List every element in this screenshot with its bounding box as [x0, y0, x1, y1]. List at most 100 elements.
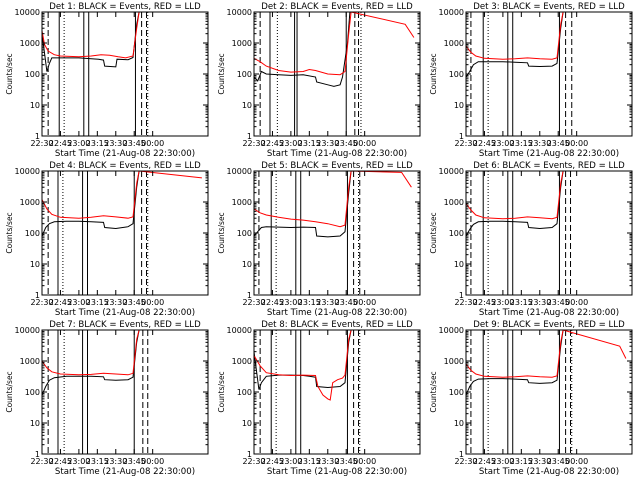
panel-title: Det 8: BLACK = Events, RED = LLD — [261, 320, 413, 330]
x-axis-label: Start Time (21-Aug-08 22:30:00) — [479, 467, 619, 477]
panel-title: Det 4: BLACK = Events, RED = LLD — [49, 161, 201, 171]
x-tick-label: 23:30 — [104, 457, 127, 466]
y-tick-label: 100 — [237, 70, 252, 79]
x-tick-label: 22:30 — [454, 457, 477, 466]
events-series-line — [254, 12, 351, 87]
x-tick-label: 22:30 — [242, 139, 265, 148]
x-tick-label: 23:30 — [528, 298, 551, 307]
x-tick-label: 22:30 — [30, 457, 53, 466]
x-tick-label: 23:30 — [104, 298, 127, 307]
y-tick-label: 10000 — [439, 326, 464, 335]
y-tick-label: 1 — [459, 450, 464, 459]
y-axis-label: Counts/sec — [5, 53, 14, 94]
plot-frame — [41, 170, 209, 296]
y-tick-label: 100 — [237, 229, 252, 238]
y-tick-label: 1000 — [20, 357, 40, 366]
plot-frame — [253, 170, 421, 296]
plot-frame — [465, 329, 633, 455]
x-tick-label: 23:00 — [279, 457, 302, 466]
y-tick-label: 10 — [242, 260, 252, 269]
x-tick-label: 22:30 — [242, 298, 265, 307]
y-axis-label: Counts/sec — [5, 212, 14, 253]
x-tick-label: 00:00 — [565, 139, 588, 148]
x-tick-label: 23:30 — [528, 139, 551, 148]
lld-series-line — [254, 330, 352, 401]
detector-panel-4: Det 4: BLACK = Events, RED = LLD 1 10 100 10… — [5, 161, 209, 318]
x-tick-label: 23:15 — [298, 457, 321, 466]
y-tick-label: 10000 — [439, 8, 464, 17]
plot-frame — [465, 170, 633, 296]
lld-series-line — [254, 12, 415, 76]
lld-series-line — [42, 330, 140, 376]
y-tick-label: 1000 — [232, 198, 252, 207]
x-tick-label: 23:00 — [491, 139, 514, 148]
x-tick-label: 23:15 — [510, 139, 533, 148]
x-tick-label: 00:00 — [141, 139, 164, 148]
x-tick-label: 00:00 — [353, 139, 376, 148]
y-tick-label: 1000 — [444, 198, 464, 207]
lld-series-line — [42, 12, 140, 59]
x-tick-label: 23:45 — [335, 298, 358, 307]
plot-frame — [253, 11, 421, 137]
events-series-line — [42, 171, 140, 237]
panel-title: Det 2: BLACK = Events, RED = LLD — [261, 2, 413, 12]
y-tick-label: 100 — [237, 388, 252, 397]
x-tick-label: 22:45 — [473, 298, 496, 307]
events-series-line — [42, 12, 140, 72]
x-tick-label: 22:30 — [242, 457, 265, 466]
x-tick-label: 22:45 — [49, 457, 72, 466]
x-axis-label: Start Time (21-Aug-08 22:30:00) — [55, 149, 195, 159]
x-tick-label: 23:45 — [547, 298, 570, 307]
x-tick-label: 23:30 — [316, 139, 339, 148]
lld-series-line — [42, 171, 202, 219]
y-tick-label: 1000 — [232, 39, 252, 48]
x-tick-label: 23:30 — [316, 457, 339, 466]
y-tick-label: 10 — [454, 101, 464, 110]
x-tick-label: 23:45 — [547, 457, 570, 466]
y-tick-label: 100 — [25, 229, 40, 238]
y-tick-label: 1000 — [232, 357, 252, 366]
panel-title: Det 3: BLACK = Events, RED = LLD — [473, 2, 625, 12]
y-tick-label: 10 — [454, 419, 464, 428]
x-tick-label: 22:45 — [473, 457, 496, 466]
y-axis-label: Counts/sec — [217, 371, 226, 412]
x-tick-label: 23:45 — [123, 457, 146, 466]
y-axis-label: Counts/sec — [429, 53, 438, 94]
x-tick-label: 23:15 — [86, 298, 109, 307]
y-tick-label: 10000 — [15, 326, 40, 335]
y-tick-label: 1000 — [444, 357, 464, 366]
x-tick-label: 23:15 — [298, 298, 321, 307]
x-tick-label: 23:15 — [86, 139, 109, 148]
panel-title: Det 6: BLACK = Events, RED = LLD — [473, 161, 625, 171]
x-tick-label: 23:00 — [67, 298, 90, 307]
x-tick-label: 22:30 — [454, 139, 477, 148]
y-tick-label: 1 — [247, 291, 252, 300]
x-tick-label: 22:45 — [261, 457, 284, 466]
x-tick-label: 23:30 — [528, 457, 551, 466]
x-tick-label: 00:00 — [353, 298, 376, 307]
x-axis-label: Start Time (21-Aug-08 22:30:00) — [267, 149, 407, 159]
y-tick-label: 1000 — [20, 198, 40, 207]
plot-frame — [465, 11, 633, 137]
y-tick-label: 1 — [35, 132, 40, 141]
events-series-line — [42, 330, 140, 396]
x-tick-label: 23:00 — [491, 298, 514, 307]
y-tick-label: 1000 — [20, 39, 40, 48]
y-tick-label: 100 — [25, 388, 40, 397]
panel-title: Det 7: BLACK = Events, RED = LLD — [49, 320, 201, 330]
y-axis-label: Counts/sec — [217, 212, 226, 253]
x-tick-label: 22:45 — [473, 139, 496, 148]
x-tick-label: 23:15 — [86, 457, 109, 466]
detector-panel-9: Det 9: BLACK = Events, RED = LLD 1 10 100 10… — [429, 320, 633, 477]
plot-frame — [41, 11, 209, 137]
y-tick-label: 1 — [35, 291, 40, 300]
x-axis-label: Start Time (21-Aug-08 22:30:00) — [267, 467, 407, 477]
x-tick-label: 00:00 — [141, 457, 164, 466]
x-tick-label: 22:45 — [261, 298, 284, 307]
x-tick-label: 23:30 — [104, 139, 127, 148]
events-series-line — [466, 171, 564, 237]
x-tick-label: 23:15 — [510, 457, 533, 466]
x-tick-label: 00:00 — [565, 298, 588, 307]
y-tick-label: 10 — [30, 419, 40, 428]
lld-series-line — [466, 171, 564, 220]
